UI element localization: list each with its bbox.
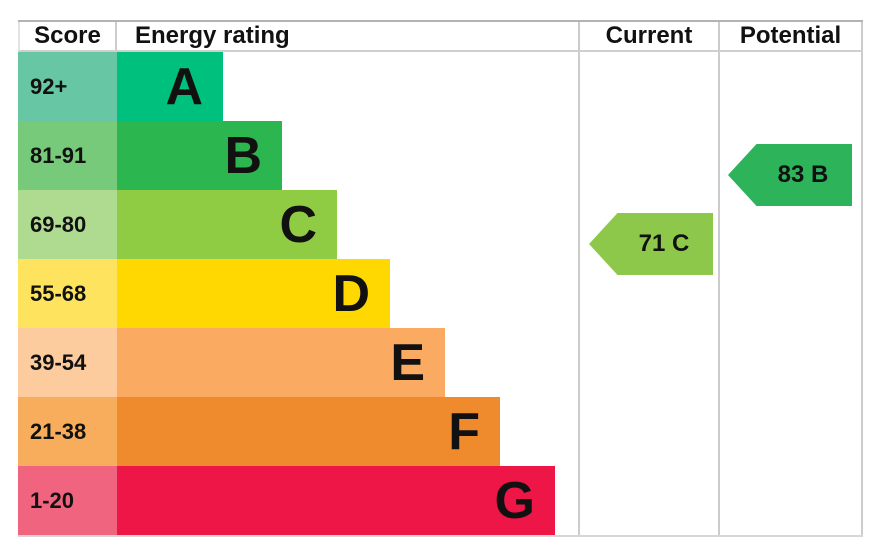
current-cell-f xyxy=(578,397,720,466)
score-range-d: 55-68 xyxy=(18,259,117,328)
current-header-label: Current xyxy=(605,22,693,49)
rating-bar-e: E xyxy=(117,328,445,397)
rating-bar-c: C xyxy=(117,190,337,259)
rating-letter-b: B xyxy=(224,126,262,185)
score-range-d-label: 55-68 xyxy=(30,280,87,306)
rating-band-c: C xyxy=(117,190,578,259)
current-cell-a xyxy=(578,52,720,121)
rating-bar-g: G xyxy=(117,466,555,535)
score-header-label: Score xyxy=(34,22,101,49)
epc-rating-chart: Score Energy rating Current Potential 92… xyxy=(18,20,863,537)
rating-letter-d: D xyxy=(332,264,370,323)
score-range-g-label: 1-20 xyxy=(30,487,75,513)
score-range-b-label: 81-91 xyxy=(30,142,87,168)
score-range-c: 69-80 xyxy=(18,190,117,259)
potential-rating-arrow: 83 B xyxy=(728,144,852,206)
rating-band-f: F xyxy=(117,397,578,466)
rating-bar-a: A xyxy=(117,52,223,121)
rating-letter-a: A xyxy=(165,57,203,116)
potential-cell-e xyxy=(720,328,863,397)
score-range-c-label: 69-80 xyxy=(30,211,87,237)
rating-band-g: G xyxy=(117,466,578,535)
rating-band-a: A xyxy=(117,52,578,121)
potential-rating-label: 83 B xyxy=(777,161,829,188)
score-range-e: 39-54 xyxy=(18,328,117,397)
potential-cell-d xyxy=(720,259,863,328)
score-range-f-label: 21-38 xyxy=(30,418,87,444)
rating-letter-e: E xyxy=(390,333,425,392)
energy-rating-header-label: Energy rating xyxy=(135,22,290,49)
rating-band-e: E xyxy=(117,328,578,397)
rating-band-b: B xyxy=(117,121,578,190)
current-column-header: Current xyxy=(578,22,720,52)
rating-band-d: D xyxy=(117,259,578,328)
energy-rating-column-header: Energy rating xyxy=(117,22,578,52)
score-column-header: Score xyxy=(18,22,117,52)
score-range-f: 21-38 xyxy=(18,397,117,466)
potential-cell-a xyxy=(720,52,863,121)
current-rating-label: 71 C xyxy=(638,230,690,257)
potential-header-label: Potential xyxy=(739,22,842,49)
score-range-a: 92+ xyxy=(18,52,117,121)
rating-letter-c: C xyxy=(279,195,317,254)
potential-cell-g xyxy=(720,466,863,535)
score-range-g: 1-20 xyxy=(18,466,117,535)
rating-bar-f: F xyxy=(117,397,500,466)
rating-letter-f: F xyxy=(448,402,480,461)
rating-bar-d: D xyxy=(117,259,390,328)
score-range-a-label: 92+ xyxy=(30,73,68,99)
score-range-e-label: 39-54 xyxy=(30,349,87,375)
current-cell-g xyxy=(578,466,720,535)
current-cell-b xyxy=(578,121,720,190)
current-cell-e xyxy=(578,328,720,397)
rating-letter-g: G xyxy=(494,471,535,530)
score-range-b: 81-91 xyxy=(18,121,117,190)
current-rating-arrow: 71 C xyxy=(589,213,713,275)
potential-column-header: Potential xyxy=(720,22,863,52)
potential-cell-f xyxy=(720,397,863,466)
rating-bar-b: B xyxy=(117,121,282,190)
